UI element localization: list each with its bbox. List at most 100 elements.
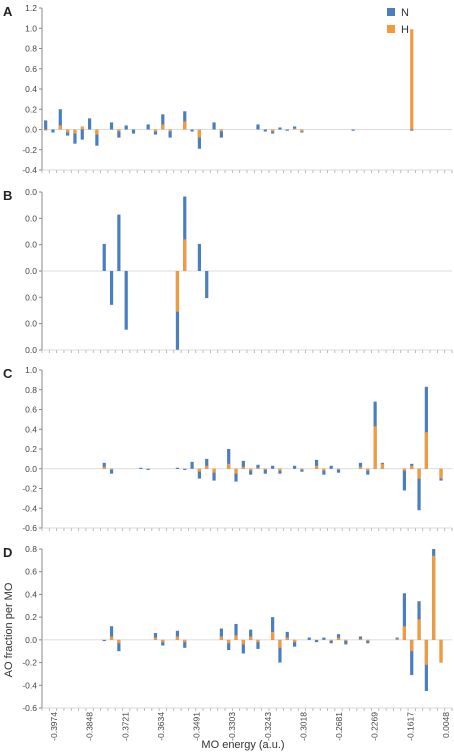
bar-h-d: [336, 637, 341, 640]
bar-n-d: [153, 633, 158, 640]
y-tick-label-d: 0.6: [25, 567, 37, 577]
bar-n-d: [285, 631, 289, 640]
y-tick-label-c: 0.2: [25, 444, 37, 454]
bar-h-c: [278, 468, 282, 471]
bar-h-c: [322, 468, 326, 471]
bar-n-c: [271, 465, 275, 469]
bar-n-c: [329, 465, 333, 469]
bar-h-a: [300, 129, 304, 132]
bar-n-a: [73, 129, 77, 144]
bar-n-b: [117, 214, 121, 271]
bar-n-a: [109, 122, 114, 130]
bar-n-c: [292, 465, 297, 469]
bar-n-a: [117, 129, 121, 138]
bar-n-b: [205, 271, 209, 299]
bar-h-d: [402, 626, 407, 640]
bar-n-c: [322, 468, 326, 475]
bar-h-a: [117, 129, 121, 132]
bar-n-c: [234, 468, 238, 482]
legend-label-h: H: [401, 24, 409, 36]
bar-h-a: [292, 128, 297, 130]
bar-h-d: [329, 639, 333, 641]
bar-h-a: [58, 125, 62, 130]
y-tick-label-a: 0.4: [25, 84, 37, 94]
bar-h-a: [66, 129, 70, 133]
bar-h-c: [373, 426, 377, 469]
bar-h-d: [117, 639, 121, 644]
bar-n-d: [175, 630, 180, 640]
bar-n-a: [351, 129, 355, 131]
bar-n-d: [241, 639, 245, 654]
bar-n-c: [183, 468, 187, 470]
bar-n-d: [183, 639, 187, 648]
y-tick-label-c: -0.4: [22, 503, 37, 513]
bar-n-a: [219, 129, 223, 138]
x-tick-label: -0.3848: [85, 712, 95, 741]
bar-h-c: [402, 468, 407, 471]
y-tick-label-d: 0.0: [25, 635, 37, 645]
y-tick-label-b: 0.0: [25, 240, 37, 250]
bar-n-c: [417, 468, 421, 511]
panel-label-d: D: [3, 545, 12, 560]
y-tick-label-b: 0.0: [25, 319, 37, 329]
bar-h-c: [227, 463, 231, 469]
bar-h-a: [410, 29, 414, 130]
bar-h-a: [73, 129, 77, 134]
legend-swatch-h: [387, 25, 395, 33]
y-tick-label-c: 0.4: [25, 424, 37, 434]
x-tick-label: -0.3974: [49, 712, 59, 741]
bar-n-c: [300, 468, 304, 472]
y-tick-label-c: 0.6: [25, 405, 37, 415]
bar-h-a: [271, 129, 275, 132]
y-tick-label-b: 0.0: [25, 292, 37, 302]
bar-h-c: [102, 466, 106, 469]
bar-n-a: [263, 129, 267, 132]
bar-h-a: [44, 129, 48, 131]
x-tick-label: -0.2269: [370, 712, 380, 741]
y-tick-label-a: 0.0: [25, 125, 37, 135]
y-tick-label-a: 0.8: [25, 44, 37, 54]
bar-h-d: [256, 639, 260, 643]
y-tick-label-d: 0.8: [25, 544, 37, 554]
x-tick-label: -0.3721: [120, 712, 130, 741]
bar-n-a: [153, 129, 158, 135]
bar-n-c: [102, 462, 106, 469]
bar-n-d: [402, 593, 407, 640]
bar-n-a: [80, 129, 84, 140]
y-axis-title: AO fraction per MO: [3, 582, 15, 677]
bar-h-d: [153, 637, 158, 640]
x-tick-label: -0.3018: [298, 712, 308, 741]
bar-n-b: [183, 196, 187, 271]
bar-n-a: [278, 127, 282, 130]
bar-h-c: [358, 466, 363, 469]
bar-n-b: [102, 243, 106, 271]
bar-n-c: [227, 449, 231, 469]
bar-n-a: [131, 129, 136, 134]
x-tick-label: -0.3491: [192, 712, 202, 741]
y-tick-label-a: 0.6: [25, 64, 37, 74]
bar-n-c: [336, 468, 341, 473]
bar-n-a: [87, 118, 92, 130]
bar-n-d: [102, 639, 106, 642]
bar-n-c: [205, 458, 209, 469]
bar-n-d: [271, 617, 275, 640]
x-tick-label: -0.2681: [334, 712, 344, 741]
y-tick-label-c: -0.2: [22, 484, 37, 494]
bar-h-d: [109, 636, 114, 640]
bar-h-c: [417, 468, 421, 479]
y-tick-label-d: 0.4: [25, 589, 37, 599]
bar-n-c: [109, 468, 114, 474]
bar-n-d: [314, 639, 319, 643]
bar-n-c: [366, 468, 370, 475]
y-tick-label-c: 1.0: [25, 365, 37, 375]
bar-h-d: [278, 639, 282, 648]
bar-n-b: [109, 271, 114, 305]
y-tick-label-b: 0.0: [25, 266, 37, 276]
x-tick-label: -0.3634: [156, 712, 166, 741]
bar-h-d: [219, 636, 223, 640]
bar-h-d: [271, 631, 275, 640]
bar-h-a: [95, 129, 99, 135]
bar-n-a: [190, 129, 194, 132]
